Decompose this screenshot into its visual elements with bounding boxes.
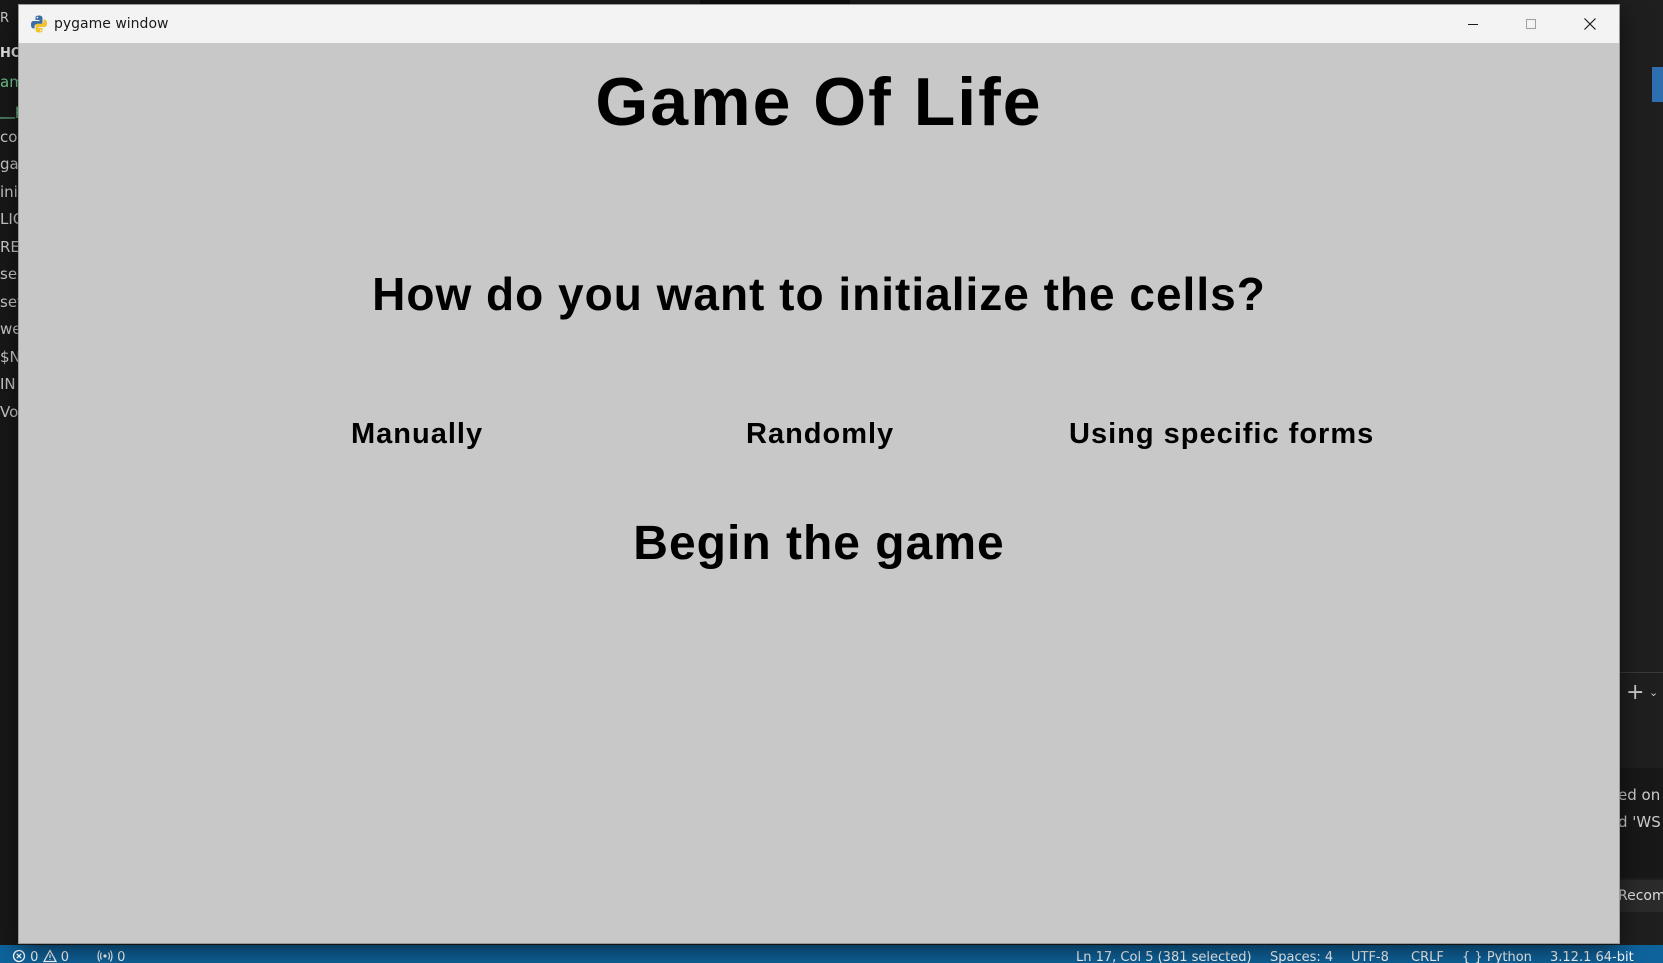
minimize-icon (1468, 24, 1478, 25)
new-terminal-plus-icon[interactable]: + (1626, 680, 1645, 705)
minimap-selection-marker (1652, 67, 1663, 102)
error-icon (12, 949, 26, 963)
cursor-position[interactable]: Ln 17, Col 5 (381 selected) (1076, 950, 1252, 963)
option-specific-forms-button[interactable]: Using specific forms (1069, 418, 1375, 450)
editor-title-bar (0, 0, 1663, 6)
terminal-text-fragment: ed on (1618, 786, 1661, 804)
close-button[interactable] (1561, 5, 1619, 43)
encoding[interactable]: UTF-8 (1351, 950, 1389, 963)
explorer-fragment[interactable]: IN (0, 375, 16, 393)
editor-title-bar-segment (700, 0, 850, 4)
error-count: 0 (30, 950, 39, 963)
explorer-fragment[interactable]: LIC (0, 210, 20, 228)
ports-count: 0 (117, 950, 126, 963)
terminal-text-fragment: d 'WS (1618, 813, 1661, 831)
problems-indicator[interactable]: 0 0 (12, 949, 69, 963)
recommendation-notification[interactable]: Recomm (1618, 880, 1663, 912)
terminal-panel: ed on d 'WS (1618, 768, 1663, 878)
explorer-fragment: HO (0, 46, 20, 61)
chevron-down-icon[interactable]: ⌄ (1649, 686, 1659, 699)
explorer-fragment: R (0, 11, 10, 26)
option-randomly-button[interactable]: Randomly (746, 418, 895, 450)
braces-icon: { } (1462, 950, 1483, 963)
explorer-fragment[interactable]: RE (0, 238, 20, 256)
indentation[interactable]: Spaces: 4 (1270, 950, 1334, 963)
explorer-fragment[interactable]: set (0, 293, 20, 311)
explorer-fragment[interactable]: init (0, 183, 20, 201)
warning-count: 0 (60, 950, 69, 963)
maximize-icon (1526, 19, 1536, 29)
python-interpreter[interactable]: 3.12.1 64-bit (1550, 950, 1634, 963)
broadcast-icon (97, 950, 113, 962)
explorer-fragment[interactable]: sel (0, 265, 20, 283)
explorer-fragment[interactable]: co (0, 128, 18, 146)
ports-indicator[interactable]: 0 (97, 949, 125, 963)
editor-right-area: + ⌄ ed on d 'WS Recomm (1618, 0, 1663, 945)
language-mode[interactable]: { } Python (1462, 949, 1532, 963)
language-label: Python (1486, 950, 1532, 963)
close-icon (1584, 18, 1596, 30)
explorer-fragment[interactable]: __p (0, 101, 20, 119)
explorer-fragment[interactable]: ga (0, 155, 19, 173)
panel-divider (1618, 672, 1663, 673)
maximize-button[interactable] (1502, 5, 1560, 43)
explorer-fragment[interactable]: $N (0, 348, 20, 366)
begin-game-button[interactable]: Begin the game (633, 517, 1005, 570)
pygame-snake-icon (31, 15, 47, 33)
game-title: Game Of Life (595, 64, 1043, 140)
line-ending[interactable]: CRLF (1411, 950, 1444, 963)
game-canvas[interactable]: Game Of Life How do you want to initiali… (19, 43, 1619, 943)
pygame-window: pygame window Game Of Life How do you wa… (19, 5, 1619, 943)
window-title: pygame window (54, 16, 169, 32)
window-title-bar[interactable]: pygame window (19, 5, 1619, 43)
explorer-fragment[interactable]: Vor (0, 403, 20, 421)
explorer-fragment[interactable]: am (0, 73, 20, 91)
explorer-fragment[interactable]: we (0, 320, 20, 338)
warning-icon (42, 949, 57, 963)
option-manually-button[interactable]: Manually (351, 418, 484, 450)
editor-explorer-sidebar: R HO am __p co ga init LIC RE sel set we… (0, 0, 20, 945)
init-question: How do you want to initialize the cells? (372, 268, 1266, 320)
minimize-button[interactable] (1444, 5, 1502, 43)
status-bar: 0 0 0 Ln 17, Col 5 (381 selected) Spaces… (0, 945, 1663, 963)
